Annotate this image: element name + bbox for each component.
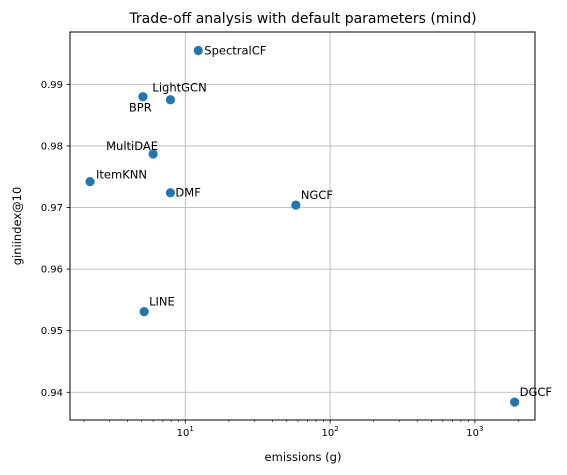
data-point [138,92,148,102]
point-label: DGCF [520,385,552,399]
grid-lines [70,32,535,420]
data-point [85,177,95,187]
y-axis-label: giniindex@10 [10,187,24,266]
y-tick-label: 0.96 [41,265,63,276]
y-axis-ticks: 0.94 0.95 0.96 0.97 0.98 0.99 [41,80,70,399]
point-label: SpectralCF [204,43,266,57]
point-label: ItemKNN [96,168,147,182]
data-point [165,95,176,105]
data-point [165,188,176,198]
x-axis-ticks: 101 102 103 [83,420,519,439]
y-tick-label: 0.94 [41,388,63,399]
point-label: LightGCN [152,81,206,95]
point-label: NGCF [301,188,333,202]
x-tick-label: 102 [321,425,338,439]
point-label: LINE [149,295,175,309]
x-tick-label: 103 [466,425,483,439]
point-label: DMF [175,186,200,200]
y-tick-label: 0.95 [41,326,63,337]
chart-title: Trade-off analysis with default paramete… [128,11,476,27]
data-points [85,45,520,407]
y-tick-label: 0.98 [41,141,63,152]
y-tick-label: 0.99 [41,80,63,91]
data-point [148,149,158,159]
x-axis-label: emissions (g) [265,450,342,464]
data-point [193,45,203,56]
point-label: MultiDAE [106,139,158,153]
x-tick-label: 101 [177,425,194,439]
data-point [139,307,149,317]
plot-frame [69,31,536,421]
data-point [510,397,520,407]
y-tick-label: 0.97 [41,203,63,214]
data-point [291,200,301,210]
point-label: BPR [129,101,152,115]
